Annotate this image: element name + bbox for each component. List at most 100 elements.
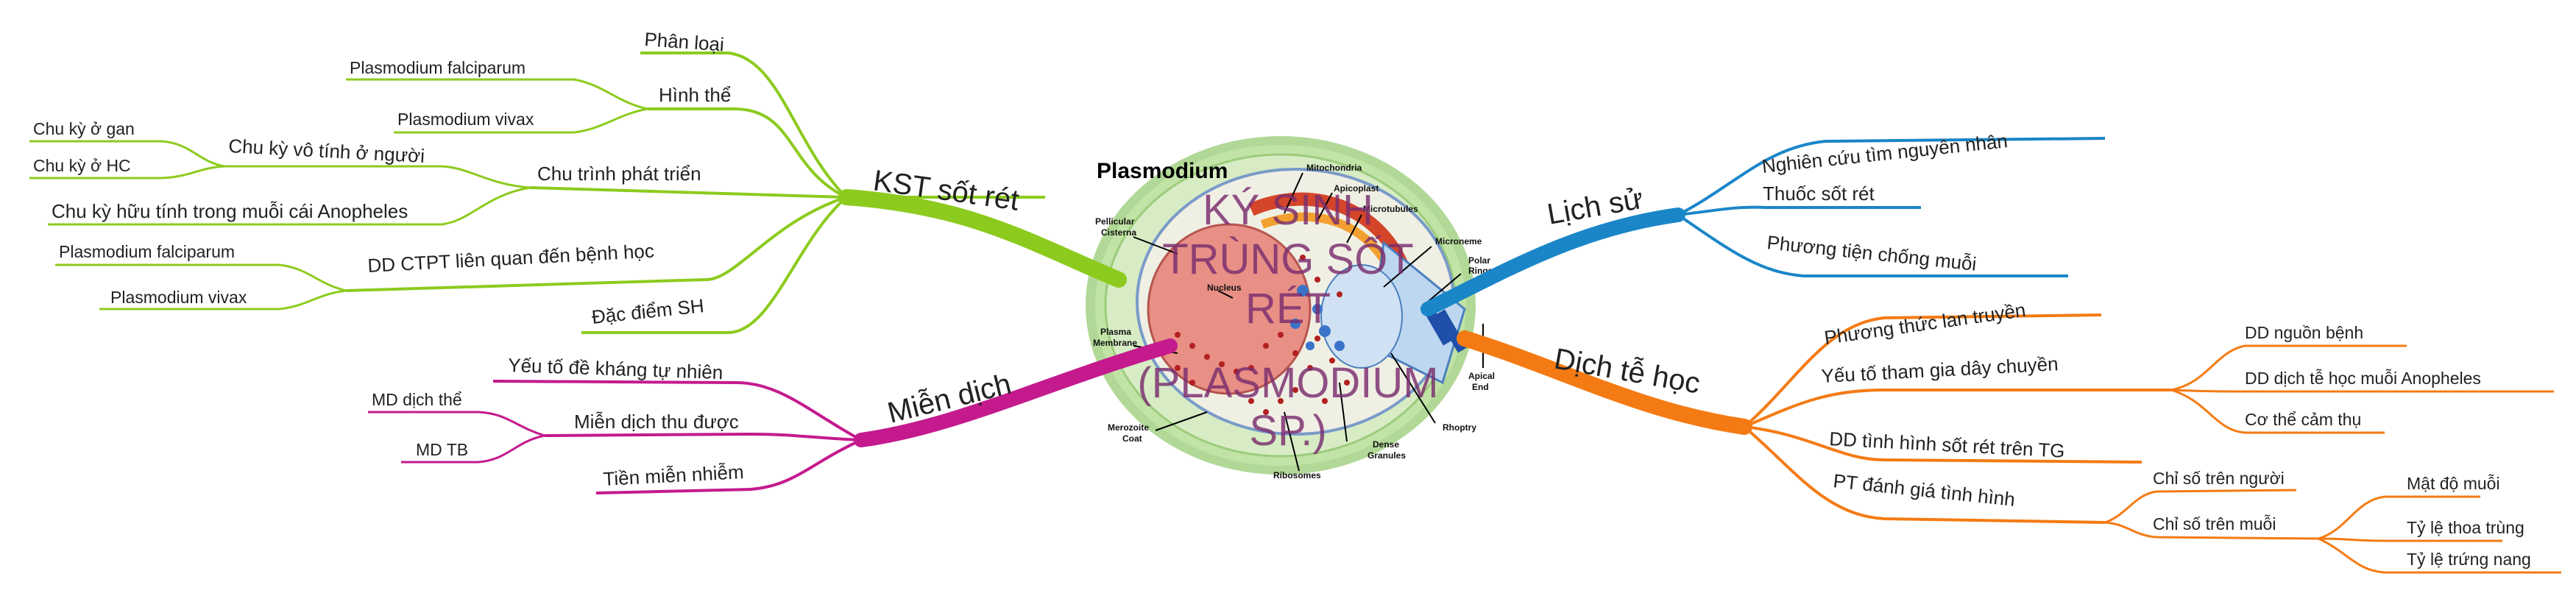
label-coat: Coat [1122,433,1142,444]
label-pellicular: Pellicular [1095,216,1135,227]
node-dd-ctpt[interactable]: DD CTPT liên quan đến bệnh học [367,240,655,277]
node-mat-do-muoi[interactable]: Mật độ muỗi [2407,474,2500,493]
node-ty-le-thoa-trung[interactable]: Tỷ lệ thoa trùng [2407,518,2524,537]
node-chi-so-nguoi[interactable]: Chỉ số trên người [2153,469,2285,488]
branch-lich-su-labels: Lịch sử Nghiên cứu tìm nguyên nhân Thuốc… [1545,130,2009,275]
branch-kst [29,52,1127,334]
branch-kst-labels: KST sốt rét Phân loại Hình thể Plasmodiu… [33,28,1021,328]
node-co-the[interactable]: Cơ thể cảm thụ [2245,410,2361,429]
label-polar: Polar [1468,255,1490,266]
edge-chi-so-nguoi [2104,489,2297,524]
node-yeu-to-de-khang[interactable]: Yếu tố đề kháng tự nhiên [508,354,723,383]
label-mitochondria: Mitochondria [1306,163,1362,173]
node-dd-dich-te-muoi[interactable]: DD dịch tễ học muỗi Anopheles [2245,369,2481,388]
edge-chu-ky-gan [29,140,225,168]
branch-mien-dich [368,338,1178,494]
edge-chu-trinh [529,186,847,199]
branch-lich-su [1420,137,2106,316]
label-cisterna: Cisterna [1101,227,1136,238]
node-phuong-tien[interactable]: Phương tiện chống muỗi [1766,231,1978,275]
edge-phuong-thuc [1743,313,2102,428]
central-topic-title[interactable]: KÝ SINH TRÙNG SỐT RÉT (PLASMODIUM SP.) [1137,186,1438,455]
edge-phan-loai [640,52,848,199]
central-title-line-3: RÉT [1245,285,1331,333]
label-microneme: Microneme [1435,236,1482,247]
node-dd-ctpt-vivax[interactable]: Plasmodium vivax [110,288,247,307]
central-title-line-2: TRÙNG SỐT [1162,235,1414,283]
edge-dd-ctpt-falciparum [55,263,347,292]
edge-ty-le-thoa-trung [2318,537,2502,542]
edge-thuoc-sot-ret [1677,205,1921,216]
node-nghien-cuu[interactable]: Nghiên cứu tìm nguyên nhân [1761,130,2009,177]
node-phan-loai[interactable]: Phân loại [644,28,725,55]
edge-hinh-the-falciparum [346,78,648,110]
branch-dich-te [1457,313,2561,574]
node-phuong-thuc[interactable]: Phương thức lan truyền [1823,299,2027,349]
edge-pt-danh-gia [1743,425,2106,524]
edge-hinh-the-vivax [394,107,648,134]
node-md-tb[interactable]: MD TB [416,440,468,459]
label-plasma: Plasma [1100,327,1131,337]
edge-md-dich-the [368,411,545,437]
node-chu-ky-hc[interactable]: Chu kỳ ở HC [33,156,131,175]
edge-ty-le-trung-nang [2318,537,2561,574]
label-rhoptry: Rhoptry [1443,422,1476,433]
node-ty-le-trung-nang[interactable]: Tỷ lệ trứng nang [2407,550,2531,569]
node-chu-ky-vo-tinh[interactable]: Chu kỳ vô tính ở người [228,135,425,167]
plasmodium-illustration: Plasmodium Mitochondria Apicoplast Micro… [1086,136,1495,480]
edge-chu-ky-huu-tinh [48,186,531,226]
node-dd-ctpt-falciparum[interactable]: Plasmodium falciparum [59,242,235,261]
node-chu-trinh[interactable]: Chu trình phát triển [537,163,701,185]
edge-chu-ky-vo-tinh [224,165,531,189]
branch-kst-trunk [838,189,1127,288]
edge-chi-so-muoi [2104,521,2319,540]
label-merozoite: Merozoite [1108,422,1149,433]
central-title-line-4: (PLASMODIUM [1137,359,1438,407]
label-nucleus: Nucleus [1207,283,1242,293]
node-tien-mien[interactable]: Tiền miễn nhiễm [603,461,745,490]
branch-mien-dich-trunk [854,338,1178,447]
central-title-line-1: KÝ SINH [1203,186,1373,234]
branch-dich-te-labels: Dịch tễ học Phương thức lan truyền Yếu t… [1551,299,2530,569]
edge-dd-ctpt [345,196,847,292]
edge-phuong-tien [1677,213,2068,277]
node-pt-danh-gia[interactable]: PT đánh giá tình hình [1832,469,2016,511]
edge-dd-tinh-hinh [1744,425,2142,464]
node-dac-diem[interactable]: Đặc điểm SH [590,294,704,328]
branch-dich-te-trunk [1457,330,1752,435]
node-hinh-the[interactable]: Hình thể [659,84,731,106]
branch-mien-dich-labels: Miễn dịch Yếu tố đề kháng tự nhiên Miễn … [372,354,1014,490]
label-apicoplast: Apicoplast [1334,183,1379,194]
edge-mat-do-muoi [2318,495,2480,540]
label-apical: Apical [1468,371,1495,381]
edge-dd-nguon-benh [2170,344,2407,391]
label-granules: Granules [1367,450,1406,461]
node-dd-nguon-benh[interactable]: DD nguồn bệnh [2245,323,2363,342]
edge-dd-dich-te-muoi [2170,389,2554,393]
node-chu-ky-huu-tinh[interactable]: Chu kỳ hữu tính trong muỗi cái Anopheles [52,200,408,222]
edge-co-the [2170,389,2385,434]
label-end: End [1472,382,1489,392]
node-thu-duoc[interactable]: Miễn dịch thu được [574,411,739,433]
label-membrane: Membrane [1093,338,1137,348]
node-chu-ky-gan[interactable]: Chu kỳ ở gan [33,119,135,138]
edge-dd-ctpt-vivax [99,289,347,311]
node-yeu-to-tham-gia[interactable]: Yếu tố tham gia dây chuyền [1821,352,2059,387]
edge-chu-ky-hc [29,165,225,180]
central-title-line-5: SP.) [1249,407,1326,455]
label-ribosomes: Ribosomes [1273,470,1321,480]
node-hinh-the-falciparum[interactable]: Plasmodium falciparum [350,58,526,77]
node-md-dich-the[interactable]: MD dịch thể [372,390,462,409]
label-dense: Dense [1373,439,1399,450]
node-thuoc-sot-ret[interactable]: Thuốc sốt rét [1763,182,1875,205]
edge-thu-duoc [544,432,862,441]
label-microtubules: Microtubules [1363,204,1418,214]
edge-tien-mien [595,439,862,494]
node-hinh-the-vivax[interactable]: Plasmodium vivax [397,110,534,129]
edge-md-tb [401,434,545,464]
edge-hinh-the [648,107,847,199]
node-chi-so-muoi[interactable]: Chỉ số trên muỗi [2153,514,2276,533]
branch-lich-su-trunk [1420,208,1685,316]
